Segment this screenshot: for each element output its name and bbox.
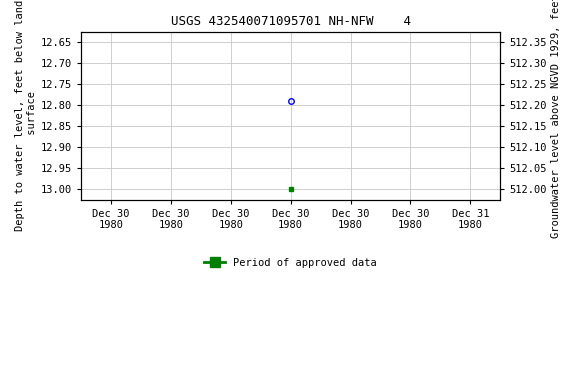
Title: USGS 432540071095701 NH-NFW    4: USGS 432540071095701 NH-NFW 4 bbox=[170, 15, 411, 28]
Y-axis label: Groundwater level above NGVD 1929, feet: Groundwater level above NGVD 1929, feet bbox=[551, 0, 561, 238]
Y-axis label: Depth to water level, feet below land
 surface: Depth to water level, feet below land su… bbox=[15, 0, 37, 232]
Legend: Period of approved data: Period of approved data bbox=[200, 253, 381, 272]
